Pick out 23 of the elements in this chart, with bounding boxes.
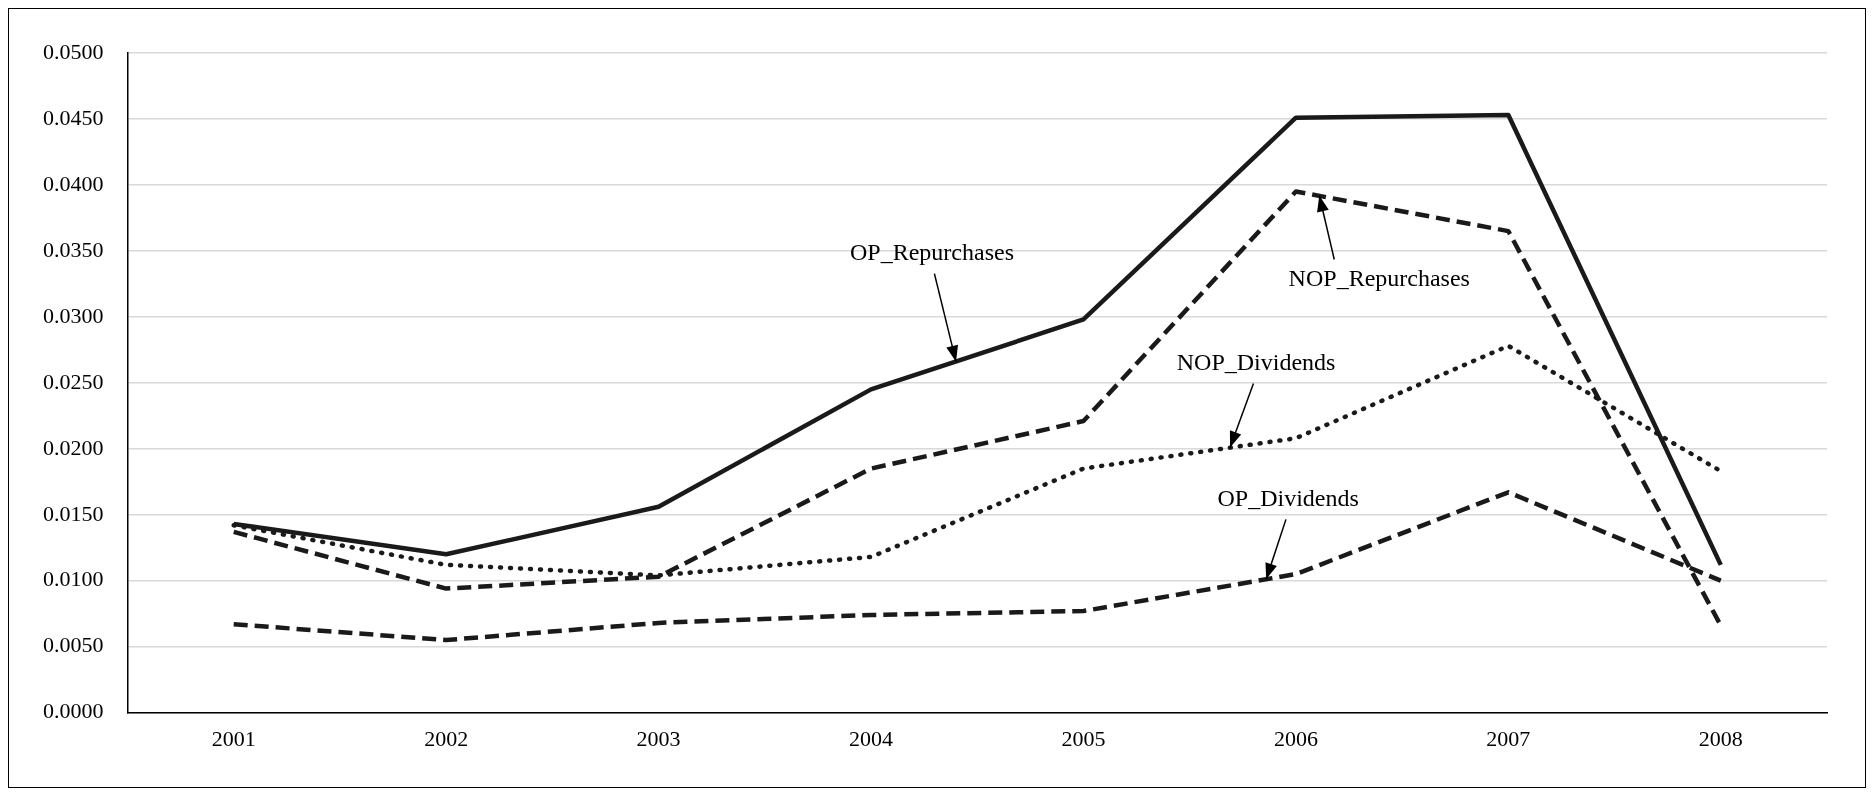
y-tick-label: 0.0250 bbox=[43, 368, 104, 394]
x-tick-label: 2003 bbox=[636, 725, 681, 751]
annotation: OP_Dividends bbox=[1217, 484, 1359, 511]
x-tick-label: 2008 bbox=[1698, 725, 1743, 751]
y-tick-label: 0.0100 bbox=[43, 566, 104, 592]
x-tick-label: 2004 bbox=[849, 725, 894, 751]
x-tick-label: 2006 bbox=[1273, 725, 1318, 751]
y-tick-label: 0.0200 bbox=[43, 434, 104, 460]
x-tick-label: 2001 bbox=[211, 725, 256, 751]
y-tick-label: 0.0450 bbox=[43, 104, 104, 130]
annotation: NOP_Repurchases bbox=[1288, 264, 1470, 291]
y-tick-label: 0.0050 bbox=[43, 632, 104, 658]
y-tick-label: 0.0150 bbox=[43, 500, 104, 526]
x-tick-label: 2002 bbox=[424, 725, 469, 751]
y-tick-label: 0.0500 bbox=[43, 38, 104, 64]
x-tick-label: 2007 bbox=[1486, 725, 1531, 751]
y-tick-label: 0.0400 bbox=[43, 170, 104, 196]
annotation: OP_Repurchases bbox=[850, 238, 1014, 265]
annotation: NOP_Dividends bbox=[1176, 348, 1336, 375]
y-tick-label: 0.0350 bbox=[43, 236, 104, 262]
y-tick-label: 0.0000 bbox=[43, 698, 104, 724]
y-tick-label: 0.0300 bbox=[43, 302, 104, 328]
x-tick-label: 2005 bbox=[1061, 725, 1106, 751]
